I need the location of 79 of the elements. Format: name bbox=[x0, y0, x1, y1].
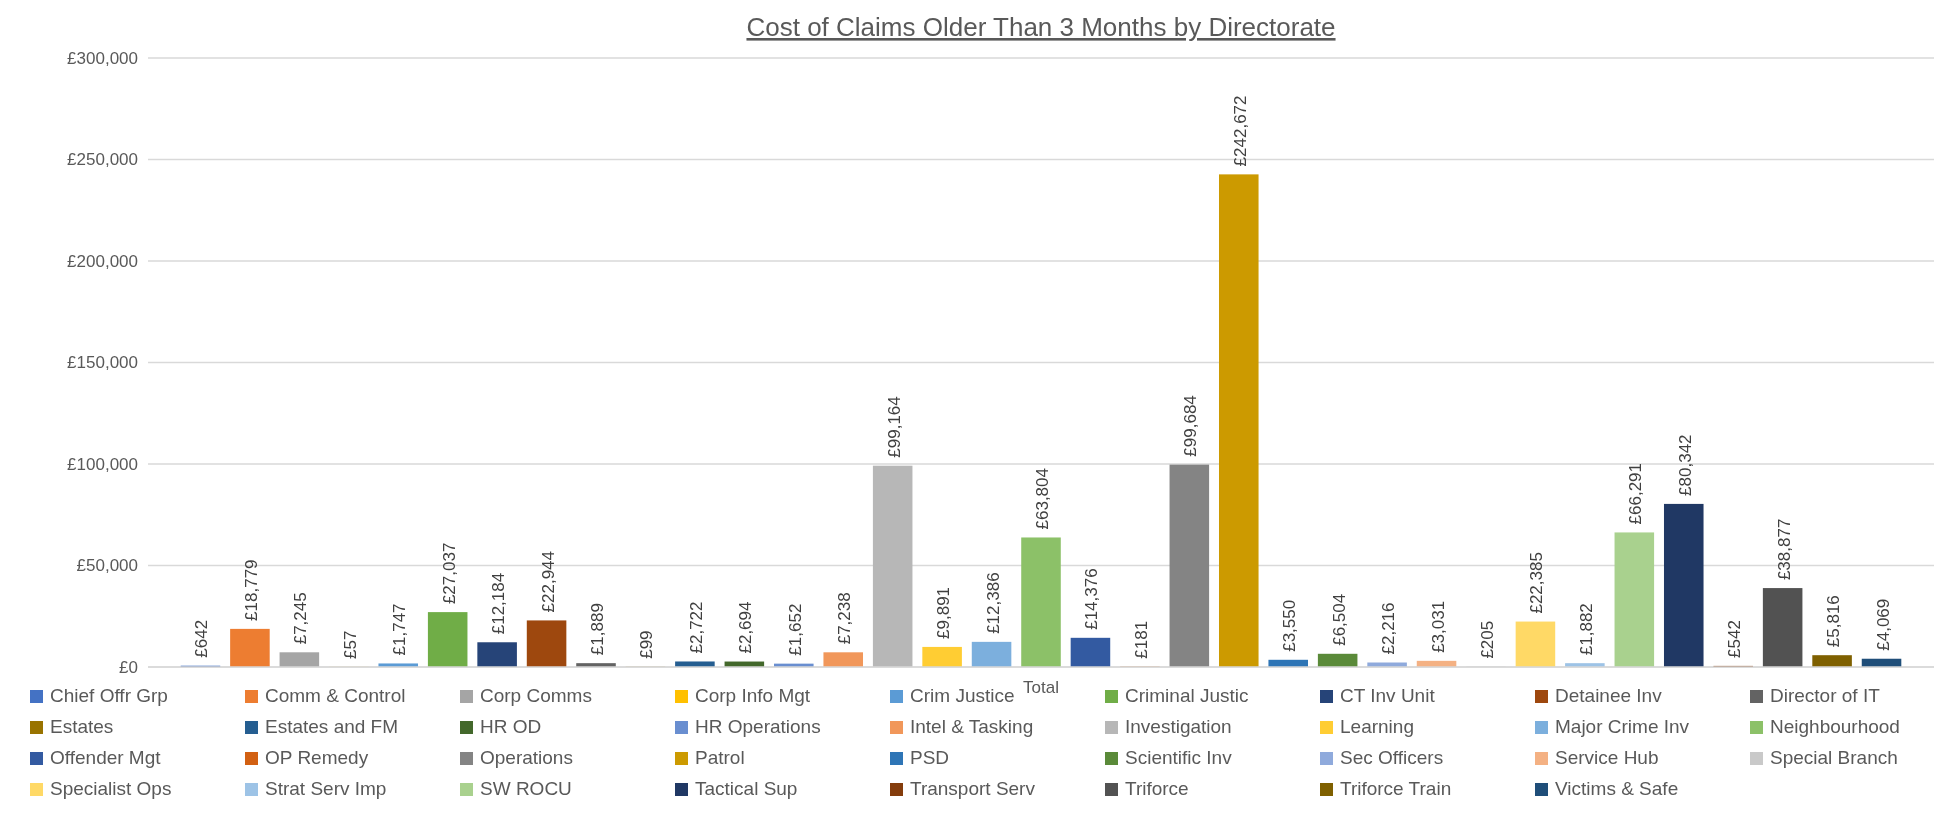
legend-label: Transport Serv bbox=[910, 778, 1036, 799]
data-label: £1,652 bbox=[785, 603, 805, 656]
legend-label: Estates and FM bbox=[265, 716, 399, 737]
data-label: £2,722 bbox=[686, 601, 706, 654]
data-label: £7,245 bbox=[291, 592, 311, 645]
legend-label: Chief Offr Grp bbox=[50, 685, 168, 706]
y-tick-label: £250,000 bbox=[67, 150, 138, 170]
legend-label: PSD bbox=[910, 747, 950, 768]
legend-label: OP Remedy bbox=[265, 747, 369, 768]
y-tick-label: £150,000 bbox=[67, 353, 138, 373]
legend-label: Learning bbox=[1340, 716, 1414, 737]
legend-label: Operations bbox=[480, 747, 573, 768]
data-label: £99,164 bbox=[884, 396, 904, 458]
data-label: £38,877 bbox=[1774, 518, 1794, 581]
data-label: £181 bbox=[1131, 620, 1151, 659]
legend-label: Victims & Safe bbox=[1555, 778, 1679, 799]
data-label: £1,882 bbox=[1576, 603, 1596, 656]
data-label: £14,376 bbox=[1082, 568, 1102, 630]
data-label: £2,216 bbox=[1379, 602, 1399, 655]
y-tick-label: £100,000 bbox=[67, 454, 138, 474]
data-label: £57 bbox=[340, 630, 360, 659]
y-tick-label: £200,000 bbox=[67, 251, 138, 271]
data-label: £99,684 bbox=[1181, 395, 1201, 457]
data-label: £542 bbox=[1725, 620, 1745, 658]
data-label: £99 bbox=[637, 630, 657, 659]
legend-label: Director of IT bbox=[1770, 685, 1881, 706]
y-tick-label: £0 bbox=[119, 657, 138, 677]
data-label: £3,550 bbox=[1280, 599, 1300, 652]
data-label: £242,672 bbox=[1230, 95, 1250, 167]
legend-label: Triforce bbox=[1125, 778, 1189, 799]
legend-label: Detainee Inv bbox=[1555, 685, 1663, 706]
data-label: £6,504 bbox=[1329, 593, 1349, 646]
data-label: £642 bbox=[192, 619, 212, 658]
legend-label: Sec Officers bbox=[1340, 747, 1444, 768]
legend-label: Scientific Inv bbox=[1125, 747, 1233, 768]
data-label: £27,037 bbox=[439, 542, 459, 605]
chart-title: Cost of Claims Older Than 3 Months by Directorate bbox=[746, 12, 1336, 42]
legend-label: Neighbourhood bbox=[1770, 716, 1900, 737]
legend-label: Major Crime Inv bbox=[1555, 716, 1690, 737]
legend-label: HR Operations bbox=[695, 716, 821, 737]
legend-label: Criminal Justic bbox=[1125, 685, 1249, 706]
legend-label: Investigation bbox=[1125, 716, 1232, 737]
data-label: £2,694 bbox=[736, 601, 756, 654]
legend-label: Triforce Train bbox=[1340, 778, 1452, 799]
legend-label: CT Inv Unit bbox=[1340, 685, 1436, 706]
legend-label: Tactical Sup bbox=[695, 778, 798, 799]
data-label: £9,891 bbox=[934, 586, 954, 639]
x-tick-label: Total bbox=[1023, 678, 1059, 697]
legend-label: Patrol bbox=[695, 747, 745, 768]
data-label: £66,291 bbox=[1626, 462, 1646, 525]
data-label: £1,747 bbox=[390, 603, 410, 656]
legend-label: Special Branch bbox=[1770, 747, 1898, 768]
y-tick-label: £50,000 bbox=[76, 556, 138, 576]
legend-label: Estates bbox=[50, 716, 114, 737]
data-label: £80,342 bbox=[1675, 434, 1695, 496]
legend-label: Intel & Tasking bbox=[910, 716, 1034, 737]
legend-label: Specialist Ops bbox=[50, 778, 172, 799]
data-label: £3,031 bbox=[1428, 600, 1448, 653]
y-tick-label: £300,000 bbox=[67, 48, 138, 68]
legend-label: Corp Info Mgt bbox=[695, 685, 811, 706]
data-label: £12,386 bbox=[983, 572, 1003, 634]
data-label: £1,889 bbox=[588, 603, 608, 656]
data-label: £22,944 bbox=[538, 550, 558, 613]
data-label: £4,069 bbox=[1873, 598, 1893, 651]
data-label: £5,816 bbox=[1824, 595, 1844, 648]
legend-label: Service Hub bbox=[1555, 747, 1659, 768]
data-label: £22,385 bbox=[1527, 552, 1547, 614]
legend-label: HR OD bbox=[480, 716, 542, 737]
legend-label: Strat Serv Imp bbox=[265, 778, 387, 799]
data-label: £205 bbox=[1477, 620, 1497, 659]
legend-label: Corp Comms bbox=[480, 685, 592, 706]
legend-label: Crim Justice bbox=[910, 685, 1015, 706]
legend-label: SW ROCU bbox=[480, 778, 572, 799]
data-label: £7,238 bbox=[835, 592, 855, 645]
legend-label: Offender Mgt bbox=[50, 747, 162, 768]
data-label: £63,804 bbox=[1033, 468, 1052, 530]
data-label: £18,779 bbox=[241, 559, 261, 621]
legend-label: Comm & Control bbox=[265, 685, 406, 706]
data-label: £12,184 bbox=[489, 572, 509, 635]
